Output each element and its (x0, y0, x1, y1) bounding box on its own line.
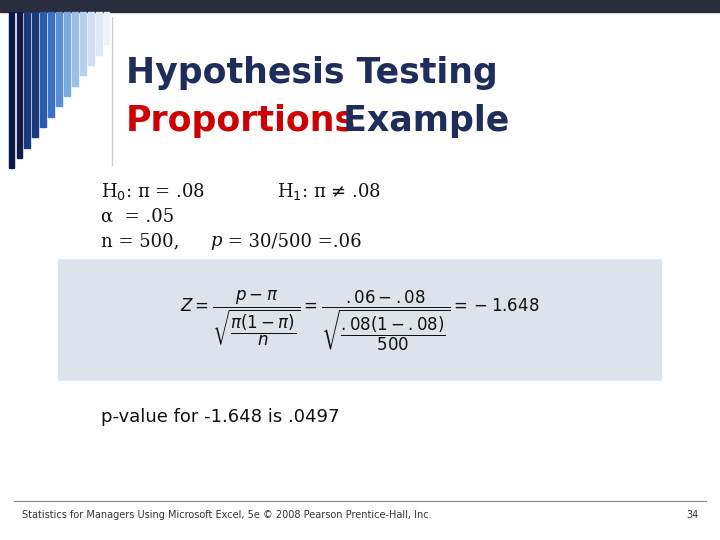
Text: 34: 34 (686, 510, 698, 519)
Bar (80, 12, 86, 75)
Bar (88, 12, 94, 65)
Text: p: p (210, 232, 222, 251)
Text: p-value for -1.648 is .0497: p-value for -1.648 is .0497 (101, 408, 339, 426)
Text: Hypothesis Testing: Hypothesis Testing (126, 56, 498, 90)
Text: n = 500,: n = 500, (101, 232, 197, 251)
Bar (0, 0, 720, 12)
Bar (48, 12, 54, 117)
Bar (96, 12, 102, 55)
Text: Example: Example (331, 105, 510, 138)
Text: Statistics for Managers Using Microsoft Excel, 5e © 2008 Pearson Prentice-Hall, : Statistics for Managers Using Microsoft … (22, 510, 431, 519)
Bar (104, 12, 109, 44)
Bar (40, 12, 46, 127)
Text: Proportions: Proportions (126, 105, 356, 138)
Bar (24, 12, 30, 148)
Text: H$_0$: π = .08: H$_0$: π = .08 (101, 181, 204, 202)
Bar (56, 12, 62, 106)
Bar (17, 12, 22, 158)
Text: H$_1$: π ≠ .08: H$_1$: π ≠ .08 (277, 181, 381, 202)
Bar (72, 12, 78, 86)
Bar (9, 12, 14, 168)
Text: = 30/500 =.06: = 30/500 =.06 (222, 232, 361, 251)
Bar (64, 12, 70, 96)
Bar (32, 12, 38, 137)
Text: $Z = \dfrac{p - \pi}{\sqrt{\dfrac{\pi(1-\pi)}{n}}} = \dfrac{.06-.08}{\sqrt{\dfra: $Z = \dfrac{p - \pi}{\sqrt{\dfrac{\pi(1-… (180, 288, 540, 353)
Bar (58, 259, 662, 381)
Text: α  = .05: α = .05 (101, 208, 174, 226)
